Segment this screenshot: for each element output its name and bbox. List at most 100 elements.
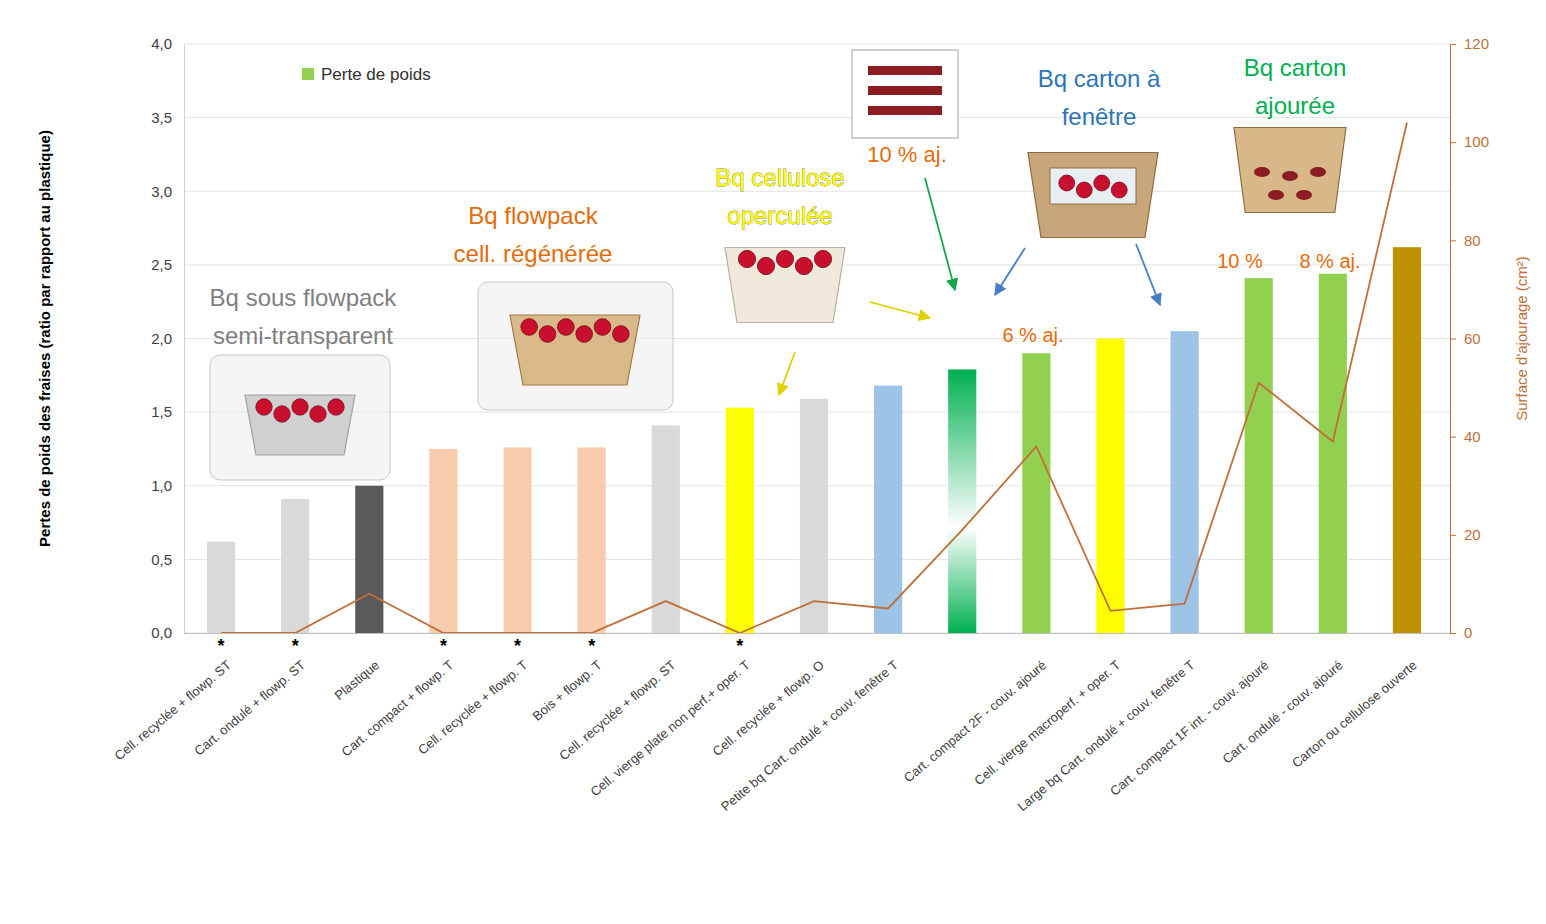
tick: Carton ou cellulose ouverte xyxy=(1289,633,1420,771)
tick: 3,0 xyxy=(151,183,184,200)
axis-line xyxy=(1451,45,1457,634)
bar xyxy=(207,542,235,633)
y2-axis: 0 20 40 60 80 100 120 xyxy=(1450,35,1489,641)
asterisk: * xyxy=(588,636,595,656)
icon-berry xyxy=(814,250,831,267)
icon-berry xyxy=(576,326,593,343)
category-label: Cell. recyclée + flowp. ST xyxy=(112,657,234,763)
icon-hole xyxy=(1254,167,1270,177)
tick: 2,5 xyxy=(151,256,184,273)
icon-box xyxy=(852,50,958,138)
annotation: Bq sous flowpack xyxy=(210,284,398,311)
icon-hole xyxy=(1310,167,1326,177)
icon-tray xyxy=(725,248,845,323)
icon-berry xyxy=(256,399,272,415)
icon-berry xyxy=(757,257,774,274)
annotation: 6 % aj. xyxy=(1002,324,1063,346)
arrow xyxy=(925,178,955,290)
tick: 100 xyxy=(1450,133,1489,150)
annotation: fenêtre xyxy=(1062,103,1137,130)
icon-tray xyxy=(1234,128,1346,213)
bar xyxy=(874,386,902,633)
category-label: Cell. recyclée + flowp. ST xyxy=(556,657,678,763)
tick: 0,5 xyxy=(151,551,184,568)
asterisk: * xyxy=(218,636,225,656)
annotation: 8 % aj. xyxy=(1299,250,1360,272)
annotation: operculée xyxy=(727,202,832,229)
annotation: ajourée xyxy=(1255,92,1335,119)
grid-line xyxy=(184,44,1450,45)
legend-swatch xyxy=(302,68,314,80)
icon-berry xyxy=(292,399,308,415)
asterisk: * xyxy=(440,636,447,656)
icon-berry xyxy=(521,319,538,336)
icon-wrap xyxy=(478,282,673,410)
category-label: Cart. ondulé - couv. ajouré xyxy=(1219,657,1345,766)
icon-tray xyxy=(245,395,355,455)
category-label: Carton ou cellulose ouverte xyxy=(1289,657,1420,770)
tick-label: 40 xyxy=(1464,428,1481,445)
tick-mark xyxy=(1450,633,1456,634)
annotation: Bq flowpack xyxy=(468,202,598,229)
tick: 4,0 xyxy=(151,35,184,52)
grid xyxy=(184,44,1450,633)
category-label: Cell. vierge macroperf. + oper. T xyxy=(971,657,1123,788)
arrow xyxy=(779,352,795,395)
category-label: Cell. recyclée + flowp. T xyxy=(415,657,530,757)
bar xyxy=(281,499,309,633)
tick: 60 xyxy=(1450,330,1481,347)
tick-label: 2,0 xyxy=(151,330,172,347)
icon-berry xyxy=(1111,182,1127,198)
tick: 3,5 xyxy=(151,109,184,126)
tick: 0 xyxy=(1450,624,1472,641)
bar xyxy=(429,449,457,633)
icon-tray xyxy=(1028,153,1158,238)
icon-wrap xyxy=(210,355,390,480)
tick: 1,0 xyxy=(151,477,184,494)
legend-label: Perte de poids xyxy=(321,65,431,84)
chart: 0,0 0,5 1,0 1,5 2,0 2,5 3,0 3,5 4,0 0 20 40 60 80 100 1… xyxy=(0,0,1546,924)
tick: Cart. compact 2F - couv. ajouré xyxy=(901,633,1049,785)
annotation: Bq carton xyxy=(1244,54,1347,81)
tick: Bois + flowp. T xyxy=(529,633,604,724)
tick-label: 100 xyxy=(1464,133,1489,150)
tick: Cell. recyclée + flowp. T xyxy=(415,633,530,758)
line xyxy=(221,123,1407,633)
tick-mark xyxy=(1450,437,1456,438)
icon-berry xyxy=(558,319,575,336)
arrow xyxy=(870,302,930,318)
arrow xyxy=(995,248,1025,295)
tick-label: 80 xyxy=(1464,232,1481,249)
icon-berry xyxy=(795,257,812,274)
bar xyxy=(1245,278,1273,633)
legend: Perte de poids xyxy=(302,65,431,84)
icon-berry xyxy=(539,326,556,343)
tick-label: 0,0 xyxy=(151,624,172,641)
tick-label: 0,5 xyxy=(151,551,172,568)
plot-area xyxy=(207,123,1421,633)
y-axis: 0,0 0,5 1,0 1,5 2,0 2,5 3,0 3,5 4,0 xyxy=(151,35,184,641)
tick: 120 xyxy=(1450,35,1489,52)
annotation: 10 % xyxy=(1217,250,1263,272)
tick-label: 1,5 xyxy=(151,403,172,420)
tick: 20 xyxy=(1450,526,1481,543)
tick-label: 1,0 xyxy=(151,477,172,494)
y-axis-title: Pertes de poids des fraises (ratio par r… xyxy=(36,130,53,547)
category-label: Petite bq Cart. ondulé + couv. fenêtre T xyxy=(718,657,901,814)
tick-label: 3,5 xyxy=(151,109,172,126)
category-label: Bois + flowp. T xyxy=(529,657,604,723)
category-label: Cell. vierge plate non perf.+ oper. T xyxy=(587,657,752,799)
icon-berry xyxy=(594,319,611,336)
bar xyxy=(800,399,828,633)
icon-berry xyxy=(328,399,344,415)
tick: Cart. compact 1F int. - couv. ajouré xyxy=(1107,633,1271,799)
tick: Cell. vierge plate non perf.+ oper. T xyxy=(587,633,752,799)
category-label: Plastique xyxy=(332,657,383,703)
tick: Cell. vierge macroperf. + oper. T xyxy=(971,633,1123,788)
icon-hole xyxy=(1296,190,1312,200)
category-label: Cart. ondulé + flowp. ST xyxy=(191,657,308,758)
bar xyxy=(1393,247,1421,633)
tick: Cart. ondulé + flowp. ST xyxy=(191,633,308,759)
tick-mark xyxy=(1450,240,1456,241)
icon-berry xyxy=(1094,175,1110,191)
